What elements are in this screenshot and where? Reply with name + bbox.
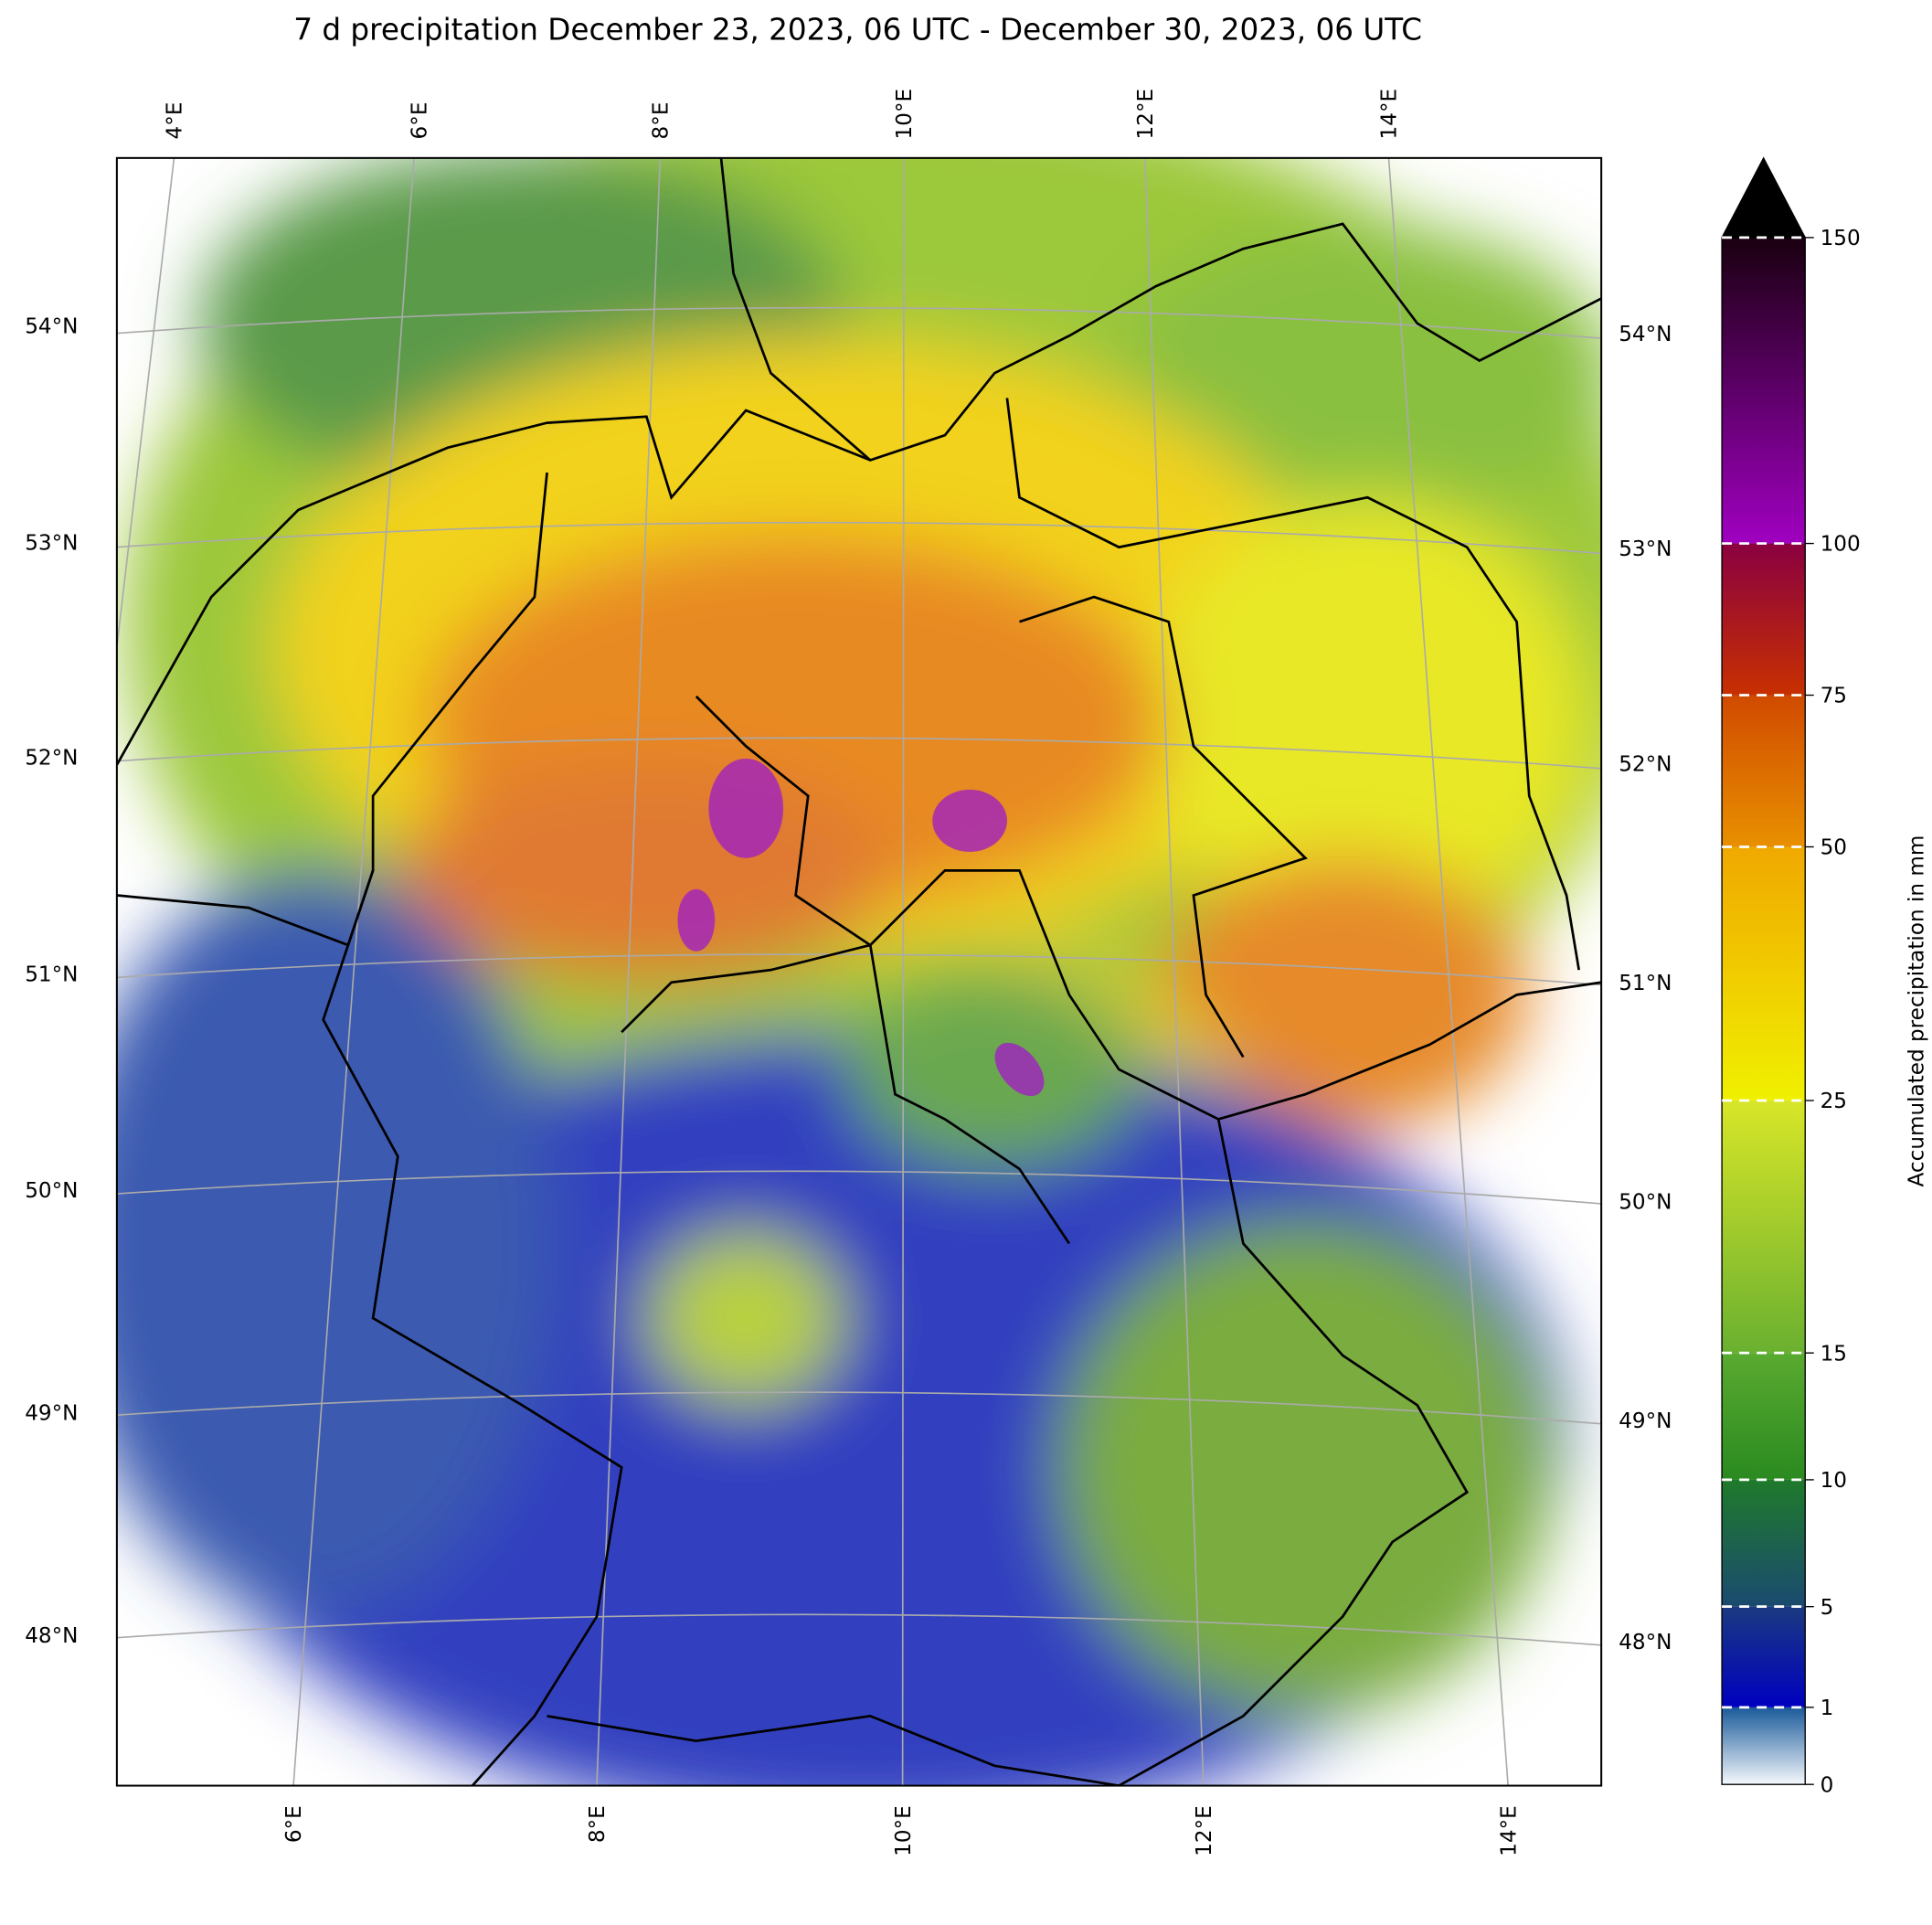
- lat-label-left: 48°N: [25, 1624, 78, 1648]
- colorbar-tick-label: 0: [1821, 1773, 1834, 1797]
- lon-label-bottom: 14°E: [1497, 1805, 1521, 1856]
- colorbar-segment: [1722, 1479, 1806, 1607]
- chart-title: 7 d precipitation December 23, 2023, 06 …: [293, 13, 1422, 48]
- colorbar-tick-label: 1: [1821, 1696, 1834, 1720]
- lat-label-right: 54°N: [1619, 323, 1672, 346]
- colorbar-segment: [1722, 1606, 1806, 1707]
- colorbar-extend-frame: [1721, 156, 1806, 239]
- lat-label-left: 53°N: [25, 531, 78, 555]
- colorbar-tick-label: 100: [1821, 533, 1861, 557]
- lon-label-top: 10°E: [893, 89, 917, 140]
- lon-label-top: 4°E: [164, 102, 187, 140]
- precipitation-field: [116, 157, 1602, 1786]
- lat-label-right: 52°N: [1619, 753, 1672, 777]
- lon-label-bottom: 8°E: [586, 1805, 610, 1843]
- lat-label-left: 51°N: [25, 962, 78, 986]
- colorbar-segment: [1722, 1707, 1806, 1785]
- lat-label-right: 53°N: [1619, 537, 1672, 561]
- colorbar-segment: [1722, 695, 1806, 847]
- colorbar-label: Accumulated precipitation in mm: [1905, 835, 1928, 1187]
- colorbar-tick-label: 150: [1821, 227, 1861, 250]
- lat-label-right: 50°N: [1619, 1190, 1672, 1214]
- colorbar-segment: [1722, 1101, 1806, 1354]
- lat-label-right: 48°N: [1619, 1631, 1672, 1654]
- lat-label-right: 49°N: [1619, 1409, 1672, 1433]
- lat-label-left: 49°N: [25, 1402, 78, 1426]
- lon-label-bottom: 12°E: [1193, 1805, 1216, 1856]
- colorbar-tick-label: 25: [1821, 1090, 1847, 1113]
- lon-label-top: 12°E: [1134, 89, 1158, 140]
- colorbar-segment: [1722, 237, 1806, 544]
- colorbar-segment: [1722, 543, 1806, 696]
- colorbar-tick-label: 15: [1821, 1342, 1847, 1366]
- lon-label-top: 14°E: [1378, 89, 1402, 140]
- colorbar-segment: [1722, 846, 1806, 1101]
- lon-label-bottom: 10°E: [892, 1805, 916, 1856]
- colorbar-tick-label: 10: [1821, 1469, 1847, 1493]
- colorbar-tick-label: 75: [1821, 685, 1847, 708]
- colorbar-tick-label: 50: [1821, 836, 1847, 860]
- colorbar-segment: [1722, 1353, 1806, 1480]
- lon-label-top: 8°E: [650, 102, 674, 140]
- lat-label-right: 51°N: [1619, 972, 1672, 995]
- lon-label-bottom: 6°E: [282, 1805, 306, 1843]
- colorbar-extend: [1722, 157, 1806, 238]
- lat-label-left: 54°N: [25, 315, 78, 339]
- colorbar-tick-label: 5: [1821, 1596, 1834, 1620]
- map-frame: [115, 156, 1603, 1787]
- lon-label-top: 6°E: [409, 102, 432, 140]
- lat-label-left: 52°N: [25, 747, 78, 771]
- lat-label-left: 50°N: [25, 1179, 78, 1203]
